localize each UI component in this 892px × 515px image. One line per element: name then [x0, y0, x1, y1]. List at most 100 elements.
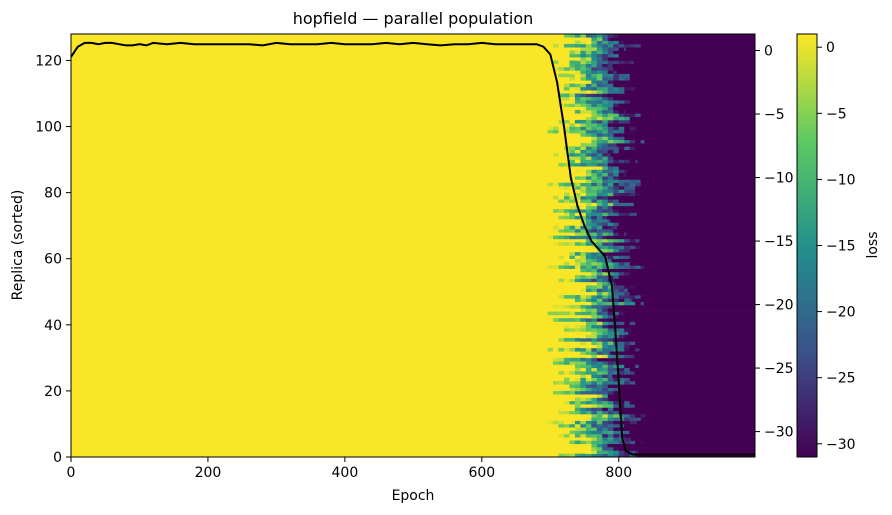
heatmap-cell [613, 110, 620, 114]
heatmap-cell [618, 367, 625, 372]
heatmap-cell [607, 166, 614, 170]
heatmap-cell [602, 176, 609, 180]
heatmap-cell [569, 288, 576, 293]
heatmap-cell [618, 126, 625, 131]
heatmap-cell [596, 384, 603, 388]
heatmap-cell [580, 43, 587, 48]
heatmap-cell [607, 86, 614, 91]
heatmap-cell [596, 447, 603, 451]
heatmap-cell [606, 235, 755, 240]
heatmap-cell [574, 288, 581, 293]
heatmap-cell [624, 53, 631, 58]
heatmap-cell [585, 252, 592, 256]
heatmap-cell [607, 248, 614, 253]
heatmap-cell [602, 374, 609, 378]
heatmap-cell [596, 437, 603, 441]
heatmap-cell [569, 205, 576, 210]
heatmap-cell [618, 100, 625, 104]
heatmap-cell [596, 321, 603, 326]
heatmap-cell [569, 410, 576, 415]
heatmap-cell [602, 397, 609, 402]
heatmap-cell [558, 295, 565, 299]
heatmap-cell [558, 225, 565, 230]
heatmap-cell [580, 126, 587, 131]
heatmap-cell [574, 215, 581, 220]
heatmap-cell [591, 252, 598, 256]
heatmap-cell [602, 341, 609, 345]
heatmap-cell [607, 265, 614, 269]
heatmap-cell [629, 245, 636, 250]
heatmap-cell [591, 430, 598, 435]
heatmap-cell [607, 34, 614, 38]
heatmap-cell [574, 371, 581, 375]
heatmap-cell [607, 364, 614, 369]
heatmap-cell [569, 384, 576, 388]
heatmap-cell [574, 427, 581, 431]
heatmap-cell [613, 222, 620, 226]
heatmap-cell [629, 238, 636, 243]
heatmap-cell [563, 440, 570, 445]
heatmap-cell [629, 265, 636, 269]
heatmap-cell [607, 417, 614, 421]
heatmap-cell [591, 285, 598, 289]
heatmap-cell [614, 133, 755, 137]
heatmap-cell [585, 212, 592, 217]
heatmap-cell [563, 255, 570, 260]
heatmap-cell [585, 47, 592, 51]
heatmap-cell [558, 338, 565, 342]
heatmap-cell [613, 314, 620, 319]
heatmap-cell [607, 450, 614, 454]
heatmap-cell [591, 40, 598, 45]
heatmap-cell [585, 318, 592, 322]
heatmap-cell [574, 34, 581, 38]
heatmap-cell [591, 291, 598, 296]
heatmap-cell [553, 228, 559, 233]
heatmap-cell [563, 347, 570, 352]
heatmap-cell [596, 414, 603, 418]
heatmap-cell [553, 410, 559, 415]
heatmap-cell [591, 222, 598, 226]
heatmap-cell [626, 334, 755, 339]
heatmap-cell [558, 126, 565, 131]
heatmap-cell [607, 199, 614, 203]
heatmap-cell [596, 443, 603, 448]
heatmap-cell [602, 139, 609, 144]
heatmap-cell [624, 186, 631, 190]
heatmap-cell [591, 298, 598, 302]
heatmap-cell [629, 43, 636, 48]
heatmap-cell [633, 248, 755, 253]
heatmap-cell [596, 281, 603, 286]
heatmap-cell [607, 301, 614, 306]
heatmap-cell [569, 199, 576, 203]
heatmap-cell [585, 60, 592, 65]
heatmap-cell [616, 143, 755, 147]
heatmap-cell [591, 96, 598, 101]
heatmap-cell [596, 262, 603, 266]
heatmap-cell [609, 93, 755, 98]
heatmap-cell [591, 414, 598, 418]
heatmap-cell [602, 143, 609, 147]
heatmap-cell [624, 328, 631, 332]
heatmap-cell [591, 182, 598, 187]
heatmap-cell [574, 143, 581, 147]
heatmap-cell [580, 453, 587, 457]
heatmap-cell [585, 407, 592, 412]
heatmap-cell [602, 450, 609, 454]
heatmap-cell [580, 235, 587, 240]
heatmap-cell [574, 40, 581, 45]
heatmap-cell [580, 57, 587, 61]
heatmap-cell [607, 404, 614, 408]
heatmap-cell [605, 268, 755, 273]
heatmap-cell [617, 123, 755, 127]
heatmap-cell [547, 182, 554, 187]
heatmap-cell [635, 341, 641, 345]
heatmap-cell [585, 169, 592, 174]
heatmap-cell [574, 159, 581, 164]
heatmap-cell [618, 265, 625, 269]
heatmap-cell [613, 414, 620, 418]
heatmap-cell [607, 314, 614, 319]
heatmap-cell [563, 384, 570, 388]
heatmap-cell [574, 357, 581, 362]
heatmap-cell [618, 334, 625, 339]
colorbar [796, 33, 818, 458]
